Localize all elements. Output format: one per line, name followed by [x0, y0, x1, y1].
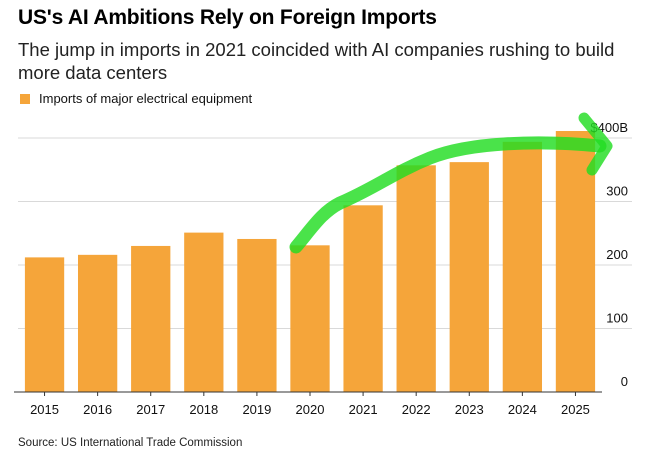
- bar: [77, 254, 118, 392]
- x-tick-label: 2023: [455, 402, 484, 417]
- y-tick-label: 100: [606, 311, 628, 326]
- arrow-head: [578, 112, 613, 176]
- x-tick-label: 2016: [83, 402, 112, 417]
- bars: [24, 131, 596, 392]
- bar: [290, 245, 330, 392]
- bar: [237, 238, 277, 392]
- bar: [502, 141, 543, 392]
- bar: [396, 165, 436, 392]
- x-tick-label: 2017: [136, 402, 165, 417]
- x-tick-label: 2024: [508, 402, 537, 417]
- x-tick-label: 2021: [349, 402, 378, 417]
- legend: Imports of major electrical equipment: [20, 91, 252, 106]
- arrow-stroke: [289, 136, 607, 254]
- bar: [184, 232, 224, 392]
- axes: [14, 391, 602, 396]
- annotation-arrow: [289, 112, 613, 254]
- y-tick-label: 200: [606, 247, 628, 262]
- y-tick-label: 0: [621, 374, 628, 389]
- bar: [343, 205, 383, 392]
- legend-label: Imports of major electrical equipment: [39, 91, 253, 106]
- bar: [131, 245, 171, 392]
- legend-swatch: [20, 93, 30, 104]
- chart-title: US's AI Ambitions Rely on Foreign Import…: [18, 6, 437, 29]
- chart-subtitle: The jump in imports in 2021 coincided wi…: [18, 39, 615, 83]
- x-tick-label: 2015: [30, 402, 59, 417]
- bar: [449, 162, 489, 392]
- x-tick-label: 2025: [561, 402, 590, 417]
- bar: [24, 257, 65, 392]
- x-tick-label: 2020: [296, 402, 325, 417]
- x-tick-label: 2019: [242, 402, 271, 417]
- x-tick-label: 2018: [189, 402, 218, 417]
- bar: [555, 131, 596, 392]
- y-tick-label: 300: [606, 184, 628, 199]
- source-note: Source: US International Trade Commissio…: [18, 437, 243, 449]
- x-tick-label: 2022: [402, 402, 431, 417]
